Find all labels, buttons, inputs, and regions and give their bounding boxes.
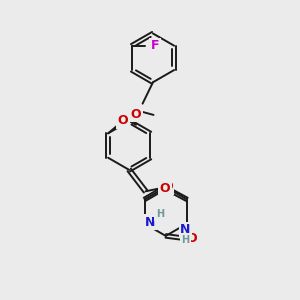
Text: N: N xyxy=(180,223,190,236)
Text: O: O xyxy=(160,182,170,194)
Text: H: H xyxy=(156,209,164,219)
Text: N: N xyxy=(145,216,155,229)
Text: O: O xyxy=(131,108,141,121)
Text: O: O xyxy=(162,180,173,194)
Text: H: H xyxy=(181,235,189,245)
Text: O: O xyxy=(186,232,197,245)
Text: O: O xyxy=(118,114,128,128)
Text: F: F xyxy=(151,39,159,52)
